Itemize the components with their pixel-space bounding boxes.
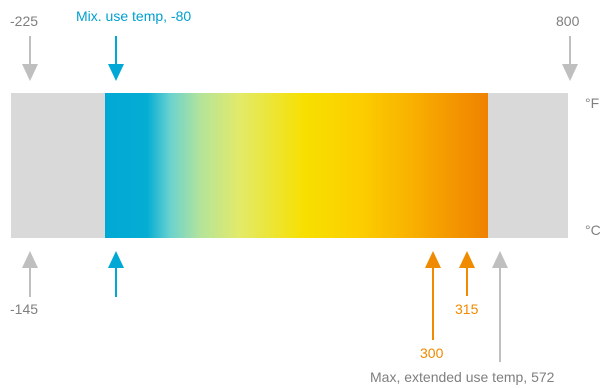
max-use-315-value: 315: [455, 301, 479, 317]
left-top-arrow: [22, 36, 38, 81]
left-fahrenheit-value: -225: [10, 13, 39, 29]
max-extended-use-label: Max, extended use temp, 572: [370, 369, 555, 385]
usable-temperature-gradient: [105, 93, 488, 238]
min-use-top-arrow: [108, 36, 124, 81]
left-bottom-arrow: [22, 251, 38, 297]
fahrenheit-unit: °F: [585, 95, 600, 111]
max-use-315-arrow: [459, 251, 475, 296]
max-use-300-arrow: [425, 251, 441, 340]
right-fahrenheit-value: 800: [556, 13, 580, 29]
celsius-unit: °C: [585, 222, 601, 238]
max-extended-arrow: [492, 251, 508, 362]
min-use-bottom-arrow: [108, 251, 124, 297]
left-celsius-value: -145: [10, 301, 39, 317]
max-use-300-value: 300: [420, 345, 444, 361]
right-top-arrow: [562, 36, 578, 81]
min-use-temp-label: Mix. use temp, -80: [76, 8, 192, 24]
